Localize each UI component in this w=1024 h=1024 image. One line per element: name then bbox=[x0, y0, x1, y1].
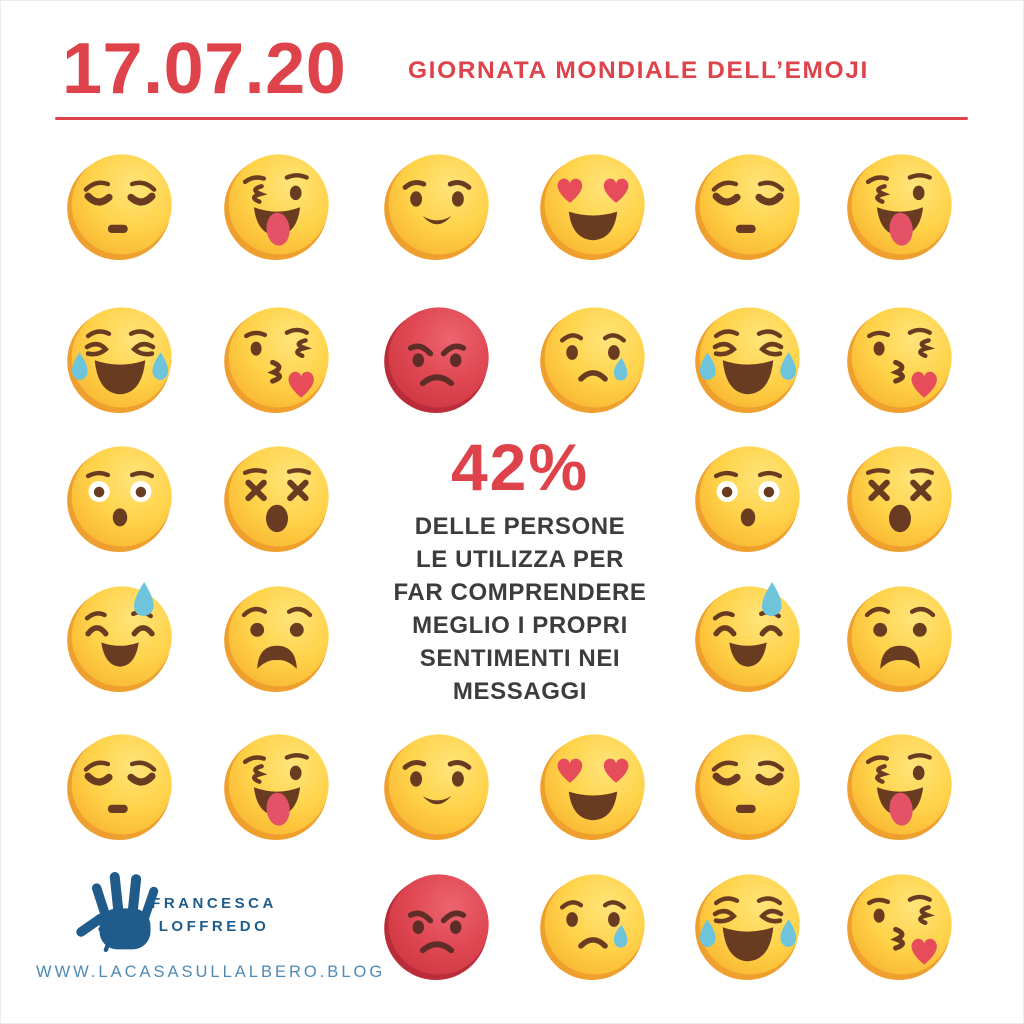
winking-tongue-emoji bbox=[222, 150, 332, 260]
sweat-smile-emoji bbox=[693, 582, 803, 692]
pensive-face-emoji bbox=[65, 730, 175, 840]
slight-smile-emoji bbox=[382, 150, 492, 260]
pensive-face-emoji bbox=[65, 150, 175, 260]
statistic-description: DELLE PERSONE LE UTILIZZA PER FAR COMPRE… bbox=[393, 513, 647, 705]
angry-red-emoji bbox=[382, 303, 492, 413]
heart-eyes-emoji bbox=[538, 730, 648, 840]
winking-tongue-emoji bbox=[222, 730, 332, 840]
header-divider bbox=[55, 117, 968, 120]
crying-face-emoji bbox=[538, 303, 648, 413]
joy-tears-emoji bbox=[693, 303, 803, 413]
kiss-heart-emoji bbox=[222, 303, 332, 413]
winking-tongue-emoji bbox=[845, 730, 955, 840]
event-title: GIORNATA MONDIALE DELL’EMOJI bbox=[408, 57, 869, 84]
dizzy-face-emoji bbox=[222, 442, 332, 552]
winking-tongue-emoji bbox=[845, 150, 955, 260]
statistic-block: 42% DELLE PERSONE LE UTILIZZA PER FAR CO… bbox=[312, 434, 728, 708]
sweat-smile-emoji bbox=[65, 582, 175, 692]
brand-name: FRANCESCA LOFFREDO bbox=[151, 895, 277, 935]
anguished-face-emoji bbox=[845, 582, 955, 692]
kiss-heart-emoji bbox=[845, 303, 955, 413]
astonished-face-emoji bbox=[65, 442, 175, 552]
hands-logo-icon bbox=[66, 864, 184, 966]
crying-face-emoji bbox=[538, 870, 648, 980]
astonished-face-emoji bbox=[693, 442, 803, 552]
anguished-face-emoji bbox=[222, 582, 332, 692]
angry-red-emoji bbox=[382, 870, 492, 980]
dizzy-face-emoji bbox=[845, 442, 955, 552]
site-url: WWW.LACASASULLALBERO.BLOG bbox=[36, 963, 386, 981]
joy-tears-emoji bbox=[65, 303, 175, 413]
pensive-face-emoji bbox=[693, 730, 803, 840]
page-title-date: 17.07.20 bbox=[62, 29, 347, 109]
slight-smile-emoji bbox=[382, 730, 492, 840]
pensive-face-emoji bbox=[693, 150, 803, 260]
statistic-value: 42% bbox=[450, 430, 590, 504]
kiss-heart-emoji bbox=[845, 870, 955, 980]
joy-tears-emoji bbox=[693, 870, 803, 980]
heart-eyes-emoji bbox=[538, 150, 648, 260]
